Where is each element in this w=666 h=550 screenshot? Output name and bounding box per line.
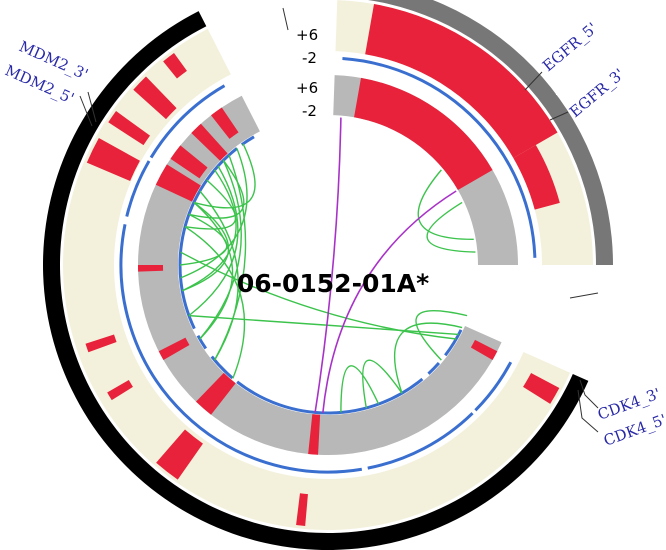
link (415, 309, 468, 361)
amplification (86, 137, 140, 181)
link (199, 160, 242, 340)
link (426, 201, 476, 253)
connector (579, 379, 599, 409)
link (214, 154, 247, 361)
link (184, 179, 237, 230)
link (188, 314, 459, 336)
connector (569, 292, 599, 299)
link (393, 322, 463, 394)
link (179, 213, 228, 266)
connector (577, 389, 599, 433)
link (417, 169, 474, 241)
expression (308, 414, 321, 455)
fusion-link (322, 190, 457, 413)
amplification (85, 334, 117, 353)
cnv-line (178, 135, 463, 415)
expression (470, 339, 498, 360)
expression (354, 77, 493, 190)
link (362, 359, 403, 409)
sample-title: 06-0152-01A* (237, 269, 429, 298)
rings (43, 0, 613, 550)
fusion-link (314, 117, 342, 413)
amplification (163, 53, 187, 79)
amplification (296, 493, 308, 527)
link (188, 165, 239, 317)
ideogram (367, 0, 613, 265)
amplification (133, 76, 177, 120)
connector (549, 111, 569, 121)
expression (155, 164, 201, 202)
expression (138, 265, 164, 272)
chromosome-label: 7 (554, 87, 560, 98)
scale-label: +6 (296, 26, 318, 44)
amplification (523, 372, 560, 404)
links (179, 117, 476, 413)
amplification (107, 380, 133, 401)
scale-label: -2 (302, 102, 317, 120)
chromosome-label: 12 (112, 488, 129, 505)
expression (191, 123, 228, 161)
connector (524, 71, 543, 91)
connector (282, 7, 289, 31)
link (193, 201, 234, 340)
link (180, 148, 248, 279)
link (184, 226, 246, 379)
gene-label: EGFR_3' (566, 65, 628, 121)
link (180, 251, 457, 340)
link (181, 201, 230, 292)
expression (196, 372, 236, 415)
cnv-line (342, 57, 537, 258)
amplification (365, 4, 558, 159)
expression (158, 337, 190, 360)
scale-label: +6 (296, 79, 318, 97)
expression (170, 145, 208, 179)
amplification (156, 429, 203, 480)
label-connectors (79, 7, 599, 433)
gene-label: EGFR_5' (539, 19, 601, 75)
scale-label: -2 (302, 49, 317, 67)
link (340, 365, 380, 413)
expression (211, 107, 239, 139)
connector (79, 95, 93, 127)
cnv-line (119, 84, 513, 474)
amplification (513, 145, 560, 210)
link (188, 159, 245, 219)
amplification (108, 111, 151, 146)
link (193, 143, 256, 209)
connector (87, 91, 97, 123)
